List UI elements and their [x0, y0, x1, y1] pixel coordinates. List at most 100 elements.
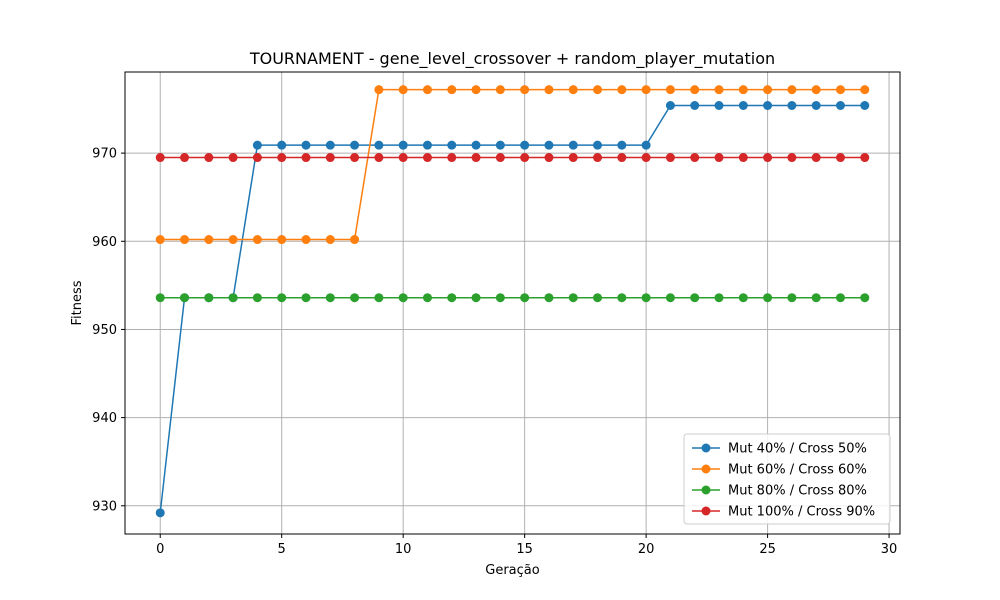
data-point: [277, 140, 287, 150]
data-point: [520, 153, 530, 163]
data-point: [301, 153, 311, 163]
data-point: [447, 140, 457, 150]
data-point: [495, 293, 505, 303]
data-point: [714, 85, 724, 95]
data-point: [325, 140, 335, 150]
data-point: [204, 293, 214, 303]
data-point: [835, 101, 845, 111]
data-point: [593, 153, 603, 163]
y-tick-label: 950: [92, 323, 117, 338]
y-tick-label: 940: [92, 411, 117, 426]
data-point: [690, 153, 700, 163]
data-point: [738, 85, 748, 95]
data-point: [617, 293, 627, 303]
data-point: [155, 508, 165, 518]
data-point: [422, 85, 432, 95]
data-point: [471, 140, 481, 150]
plot-frame: [124, 71, 901, 535]
series-3: [155, 293, 870, 303]
legend-swatch-marker: [701, 443, 711, 453]
x-tick-label: 5: [278, 542, 286, 557]
data-point: [325, 235, 335, 245]
legend-item: Mut 40% / Cross 50%: [692, 442, 867, 457]
data-point: [350, 235, 360, 245]
chart-title: TOURNAMENT - gene_level_crossover + rand…: [249, 49, 775, 69]
data-point: [787, 153, 797, 163]
data-point: [495, 153, 505, 163]
data-point: [835, 153, 845, 163]
data-point: [811, 101, 821, 111]
data-point: [180, 153, 190, 163]
y-axis-ticks: 930 940 950 960 970: [92, 147, 125, 514]
data-point: [568, 85, 578, 95]
legend-label: Mut 80% / Cross 80%: [728, 484, 867, 499]
data-point: [447, 85, 457, 95]
data-point: [617, 85, 627, 95]
data-point: [350, 153, 360, 163]
x-axis-label: Geração: [485, 563, 539, 578]
data-point: [593, 140, 603, 150]
y-tick-label: 960: [92, 235, 117, 250]
data-point: [714, 153, 724, 163]
data-point: [325, 153, 335, 163]
data-point: [252, 235, 262, 245]
data-point: [252, 153, 262, 163]
data-point: [641, 85, 651, 95]
data-point: [641, 140, 651, 150]
data-point: [398, 153, 408, 163]
data-point: [593, 293, 603, 303]
data-point: [277, 235, 287, 245]
data-point: [277, 153, 287, 163]
data-point: [738, 293, 748, 303]
data-point: [155, 153, 165, 163]
legend-swatch-marker: [701, 464, 711, 474]
data-point: [228, 235, 238, 245]
data-point: [617, 153, 627, 163]
data-point: [544, 85, 554, 95]
data-point: [568, 293, 578, 303]
data-point: [520, 140, 530, 150]
data-point: [228, 153, 238, 163]
legend-box: [683, 433, 891, 525]
x-tick-label: 30: [881, 542, 898, 557]
data-point: [641, 293, 651, 303]
data-point: [520, 293, 530, 303]
series-2: [155, 85, 870, 245]
data-point: [325, 293, 335, 303]
series-layer: [155, 85, 870, 518]
legend-item: Mut 60% / Cross 60%: [692, 463, 867, 478]
data-point: [204, 235, 214, 245]
data-point: [665, 293, 675, 303]
data-point: [665, 101, 675, 111]
legend-label: Mut 60% / Cross 60%: [728, 463, 867, 478]
data-point: [714, 293, 724, 303]
legend-label: Mut 100% / Cross 90%: [728, 505, 875, 520]
data-point: [568, 153, 578, 163]
x-tick-label: 15: [516, 542, 533, 557]
data-point: [763, 85, 773, 95]
data-point: [835, 85, 845, 95]
x-tick-label: 25: [759, 542, 776, 557]
y-tick-label: 930: [92, 499, 117, 514]
data-point: [811, 293, 821, 303]
data-point: [860, 101, 870, 111]
data-point: [422, 153, 432, 163]
data-point: [787, 101, 797, 111]
data-point: [422, 293, 432, 303]
data-point: [447, 153, 457, 163]
y-axis-label: Fitness: [70, 280, 85, 325]
legend-label: Mut 40% / Cross 50%: [728, 442, 867, 457]
data-point: [471, 85, 481, 95]
data-point: [763, 293, 773, 303]
data-point: [495, 140, 505, 150]
data-point: [835, 293, 845, 303]
data-point: [350, 140, 360, 150]
data-point: [277, 293, 287, 303]
data-point: [398, 85, 408, 95]
data-point: [374, 140, 384, 150]
data-point: [665, 85, 675, 95]
data-point: [544, 293, 554, 303]
data-point: [374, 85, 384, 95]
data-point: [690, 293, 700, 303]
